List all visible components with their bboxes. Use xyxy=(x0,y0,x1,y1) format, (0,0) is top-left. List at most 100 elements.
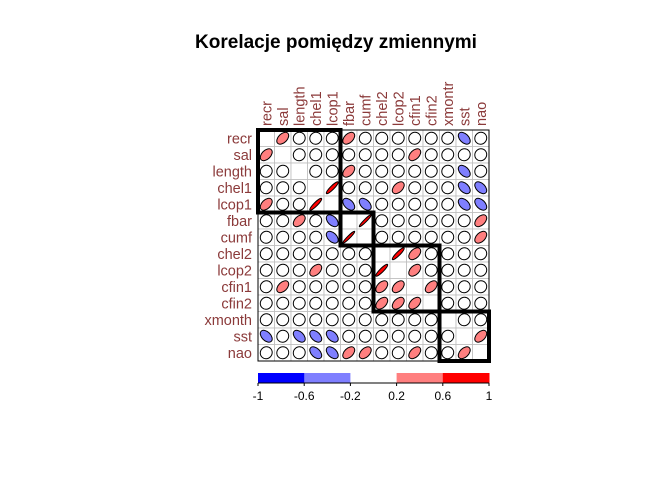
correlation-ellipse-recr-nao xyxy=(474,131,488,145)
column-label-cfin2: cfin2 xyxy=(424,95,440,126)
correlation-ellipse-lcop2-chel1 xyxy=(309,263,323,277)
correlation-ellipse-sal-chel1 xyxy=(309,148,323,162)
correlation-ellipse-nao-lcop1 xyxy=(325,346,339,360)
correlation-ellipse-cfin1-nao xyxy=(474,280,488,294)
column-label-nao: nao xyxy=(474,102,490,126)
correlation-ellipse-length-nao xyxy=(474,164,488,178)
correlation-ellipse-lcop1-cumf xyxy=(358,197,372,211)
cell-11-11 xyxy=(439,311,457,329)
correlation-ellipse-length-xmontr xyxy=(441,164,455,178)
correlation-ellipse-xmontr-cumf xyxy=(358,313,372,327)
correlation-ellipse-cumf-cfin2 xyxy=(424,230,438,244)
correlation-ellipse-fbar-chel1 xyxy=(309,214,323,228)
colorbar-tick-label: 0.2 xyxy=(388,389,405,403)
correlation-ellipse-sst-cfin2 xyxy=(424,329,438,343)
row-label-cumf: cumf xyxy=(221,230,253,246)
correlation-ellipse-sal-lcop2 xyxy=(391,148,405,162)
row-label-length: length xyxy=(212,164,252,180)
correlation-ellipse-recr-cfin2 xyxy=(424,131,438,145)
correlation-ellipse-nao-sal xyxy=(276,346,290,360)
cell-8-8 xyxy=(389,261,407,279)
correlation-ellipse-cfin1-recr xyxy=(259,280,273,294)
correlation-ellipse-chel2-lcop1 xyxy=(325,247,339,261)
correlation-ellipse-length-lcop1 xyxy=(325,164,339,178)
column-label-chel1: chel1 xyxy=(309,91,325,126)
column-label-lcop2: lcop2 xyxy=(391,91,407,126)
cell-10-10 xyxy=(422,294,440,312)
correlation-ellipse-lcop1-chel1 xyxy=(309,197,323,211)
row-label-nao: nao xyxy=(228,346,252,362)
correlation-ellipse-cfin2-chel2 xyxy=(375,296,389,310)
correlation-ellipse-sst-length xyxy=(292,329,306,343)
correlation-ellipse-chel2-cfin1 xyxy=(408,247,422,261)
correlation-ellipse-chel1-fbar xyxy=(342,181,356,195)
colorbar-tick-label: -1 xyxy=(253,389,264,403)
correlation-ellipse-fbar-cumf xyxy=(358,214,372,228)
correlation-ellipse-lcop2-chel2 xyxy=(375,263,389,277)
chart-title: Korelacje pomiędzy zmiennymi xyxy=(195,32,477,53)
correlation-ellipse-chel1-nao xyxy=(474,181,488,195)
row-label-fbar: fbar xyxy=(227,214,252,230)
correlation-ellipse-lcop1-xmontr xyxy=(441,197,455,211)
correlation-ellipse-chel2-nao xyxy=(474,247,488,261)
correlation-ellipse-cfin2-recr xyxy=(259,296,273,310)
correlation-ellipse-length-sal xyxy=(276,164,290,178)
cell-3-3 xyxy=(307,179,325,197)
cluster-box-1 xyxy=(256,128,343,215)
row-label-lcop2: lcop2 xyxy=(217,263,252,279)
correlation-ellipse-lcop2-xmontr xyxy=(441,263,455,277)
row-label-sst: sst xyxy=(233,329,252,345)
correlation-ellipse-chel2-sst xyxy=(457,247,471,261)
row-label-chel2: chel2 xyxy=(217,247,252,263)
colorbar-tick-label: -0.2 xyxy=(340,389,361,403)
correlation-ellipse-chel2-xmontr xyxy=(441,247,455,261)
correlation-ellipse-recr-xmontr xyxy=(441,131,455,145)
correlation-ellipse-cumf-cfin1 xyxy=(408,230,422,244)
correlation-ellipse-lcop2-nao xyxy=(474,263,488,277)
correlation-ellipse-cumf-sst xyxy=(457,230,471,244)
column-label-fbar: fbar xyxy=(342,101,358,126)
column-label-chel2: chel2 xyxy=(375,91,391,126)
column-label-cumf: cumf xyxy=(358,94,374,126)
correlation-ellipse-lcop2-fbar xyxy=(342,263,356,277)
correlation-ellipse-lcop1-nao xyxy=(474,197,488,211)
correlation-ellipse-lcop2-cumf xyxy=(358,263,372,277)
correlation-ellipse-xmontr-lcop2 xyxy=(391,313,405,327)
correlation-ellipse-xmontr-sal xyxy=(276,313,290,327)
correlation-ellipse-recr-chel1 xyxy=(309,131,323,145)
correlation-ellipse-lcop1-fbar xyxy=(342,197,356,211)
cell-1-1 xyxy=(274,146,292,164)
colorbar-tick-label: -0.6 xyxy=(294,389,315,403)
correlation-ellipse-chel1-length xyxy=(292,181,306,195)
correlation-ellipse-xmontr-cfin1 xyxy=(408,313,422,327)
cell-12-12 xyxy=(455,327,473,345)
correlation-ellipse-length-cfin1 xyxy=(408,164,422,178)
correlation-ellipse-cumf-length xyxy=(292,230,306,244)
row-label-cfin2: cfin2 xyxy=(221,296,252,312)
row-label-chel1: chel1 xyxy=(217,181,252,197)
correlation-ellipse-lcop1-recr xyxy=(259,197,273,211)
colorbar-segment-4 xyxy=(396,373,444,383)
cell-7-7 xyxy=(373,245,391,263)
correlation-ellipse-recr-lcop1 xyxy=(325,131,339,145)
correlation-ellipse-cfin2-sst xyxy=(457,296,471,310)
correlation-ellipse-chel2-sal xyxy=(276,247,290,261)
correlation-ellipse-nao-length xyxy=(292,346,306,360)
correlation-ellipse-chel2-lcop2 xyxy=(391,247,405,261)
correlation-ellipse-sal-length xyxy=(292,148,306,162)
correlation-ellipse-length-fbar xyxy=(342,164,356,178)
row-label-cfin1: cfin1 xyxy=(221,280,252,296)
correlation-ellipse-sst-fbar xyxy=(342,329,356,343)
correlation-ellipse-sst-lcop1 xyxy=(325,329,339,343)
correlation-ellipse-lcop1-cfin2 xyxy=(424,197,438,211)
correlation-ellipse-length-chel2 xyxy=(375,164,389,178)
colorbar-segment-1 xyxy=(258,373,305,383)
correlation-ellipse-sal-cumf xyxy=(358,148,372,162)
correlation-ellipse-recr-lcop2 xyxy=(391,131,405,145)
correlation-ellipse-length-cfin2 xyxy=(424,164,438,178)
correlation-ellipse-chel1-lcop1 xyxy=(325,181,339,195)
column-label-recr: recr xyxy=(259,101,275,126)
correlation-ellipse-lcop2-cfin1 xyxy=(408,263,422,277)
correlation-ellipse-nao-lcop2 xyxy=(391,346,405,360)
